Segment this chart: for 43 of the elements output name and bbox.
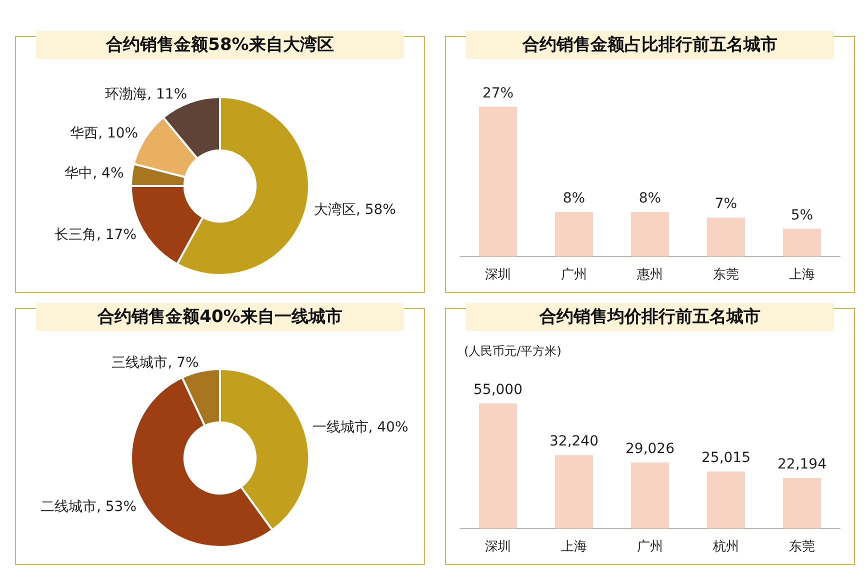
- x-tick-label: 上海: [561, 540, 587, 555]
- data-label: 7%: [714, 196, 738, 212]
- chart-title: 合约销售金额占比排行前五名城市: [466, 31, 834, 59]
- bar: [555, 212, 593, 256]
- data-label: 32,240: [550, 434, 598, 450]
- chart-subtitle: (人民币元/平方米): [464, 343, 562, 360]
- data-label: 27%: [482, 85, 514, 102]
- x-tick-label: 上海: [789, 268, 815, 283]
- x-tick-label: 广州: [637, 540, 663, 555]
- x-tick-label: 东莞: [789, 540, 815, 555]
- bar: [707, 218, 745, 256]
- x-tick-label: 东莞: [713, 268, 739, 283]
- bar: [479, 403, 517, 528]
- bar: [479, 106, 517, 256]
- bar: [707, 472, 745, 528]
- x-tick-label: 深圳: [485, 268, 511, 283]
- x-tick-label: 杭州: [712, 540, 739, 555]
- slice-label: 大湾区, 58%: [314, 202, 396, 218]
- bar: [631, 212, 669, 256]
- data-label: 25,015: [702, 450, 750, 466]
- slice-label: 华中, 4%: [64, 165, 124, 182]
- bar: [783, 228, 821, 256]
- slice-label: 二线城市, 53%: [40, 499, 137, 516]
- data-label: 8%: [638, 190, 662, 207]
- chart-title: 合约销售金额58%来自大湾区: [36, 31, 404, 59]
- data-label: 29,026: [626, 441, 675, 458]
- chart-title: 合约销售金额40%来自一线城市: [36, 303, 404, 331]
- slice-label: 三线城市, 7%: [112, 354, 199, 371]
- bar: [555, 455, 593, 528]
- x-tick-label: 广州: [561, 268, 587, 283]
- data-label: 8%: [562, 190, 586, 207]
- slice-label: 长三角, 17%: [54, 227, 137, 244]
- x-tick-label: 深圳: [485, 540, 511, 555]
- bar: [783, 478, 821, 528]
- data-label: 22,194: [778, 456, 827, 473]
- bar: [631, 462, 669, 528]
- data-label: 5%: [790, 207, 814, 224]
- slice-label: 一线城市, 40%: [312, 420, 408, 436]
- data-label: 55,000: [474, 382, 522, 398]
- slice-label: 环渤海, 11%: [105, 86, 188, 102]
- chart-title: 合约销售均价排行前五名城市: [466, 303, 834, 331]
- x-tick-label: 惠州: [636, 268, 663, 283]
- slice-label: 华西, 10%: [70, 126, 138, 142]
